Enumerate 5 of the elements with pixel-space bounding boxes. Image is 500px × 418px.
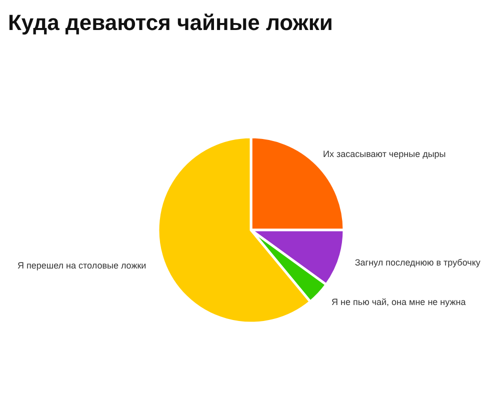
slice-label: Загнул последнюю в трубочку [354,257,481,268]
chart-title: Куда деваются чайные ложки [8,10,333,35]
slice-label: Их засасывают черные дыры [323,149,446,159]
slice-label: Я не пью чай, она мне не нужна [332,296,466,307]
slice-label: Я перешел на столовые ложки [17,260,146,271]
